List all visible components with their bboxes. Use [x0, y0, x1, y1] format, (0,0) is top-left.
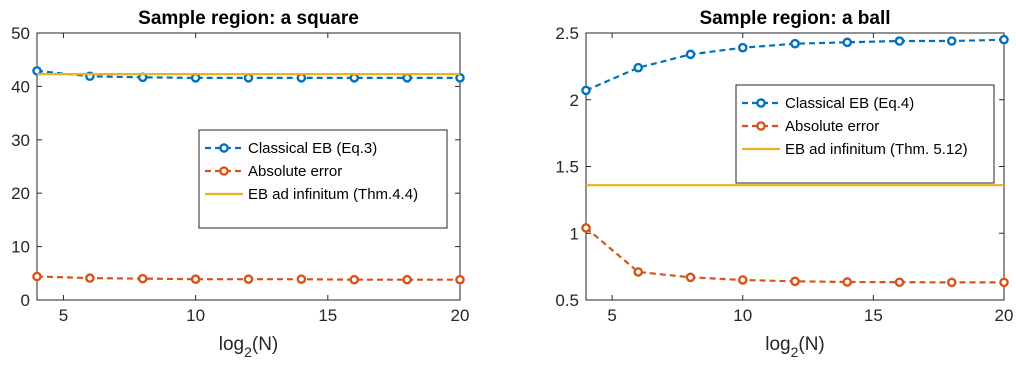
chart-title: Sample region: a ball	[699, 8, 890, 29]
y-tick-label: 20	[11, 184, 30, 203]
data-point	[894, 277, 905, 288]
y-tick-label: 1	[570, 224, 579, 243]
x-axis-label: log2(N)	[765, 334, 825, 360]
x-axis-label-main: log	[219, 334, 244, 355]
y-tick-label: 50	[11, 24, 30, 43]
legend-entry: EB ad infinitum (Thm.4.4)	[248, 186, 418, 203]
data-point	[842, 277, 853, 287]
data-point	[85, 273, 95, 283]
data-point	[32, 271, 42, 282]
legend-entry: Absolute error	[785, 118, 879, 135]
legend-swatch-marker	[756, 121, 766, 131]
x-tick-label: 10	[733, 306, 752, 325]
data-point	[633, 62, 644, 73]
x-axis-label-subscript: 2	[791, 344, 799, 360]
data-point	[685, 49, 696, 60]
legend-swatch-marker	[756, 98, 766, 108]
legend-entry: Classical EB (Eq.3)	[248, 140, 377, 157]
chart-title: Sample region: a square	[138, 8, 359, 29]
y-tick-label: 2.5	[555, 24, 579, 43]
data-point	[455, 73, 465, 83]
data-point	[999, 277, 1009, 288]
data-point	[455, 274, 465, 285]
y-tick-label: 40	[11, 77, 30, 96]
data-point	[296, 73, 307, 83]
data-point	[581, 85, 591, 96]
x-axis-label: log2(N)	[219, 334, 279, 360]
chart-2: 5 10 15 20 0.5 1 1.5 2 2.5 Sample region: a ball l…	[555, 8, 1013, 360]
data-point	[999, 34, 1009, 45]
x-tick-label: 5	[59, 306, 68, 325]
data-point	[790, 276, 800, 287]
x-tick-label: 15	[864, 306, 883, 325]
y-tick-label: 0.5	[555, 291, 579, 310]
x-tick-label: 10	[186, 306, 205, 325]
x-axis-label-subscript: 2	[244, 344, 252, 360]
legend: Classical EB (Eq.3) Absolute error EB ad i…	[198, 129, 448, 229]
data-point	[349, 73, 360, 83]
y-tick-label: 1.5	[555, 158, 579, 177]
x-tick-label: 20	[451, 306, 470, 325]
legend: Classical EB (Eq.4) Absolute error EB ad i…	[735, 84, 995, 184]
x-axis-label-tail: (N)	[252, 334, 278, 355]
x-tick-label: 15	[318, 306, 337, 325]
data-point	[402, 274, 412, 285]
data-point	[349, 274, 360, 285]
x-axis-label-main: log	[765, 334, 790, 355]
data-point	[633, 267, 644, 277]
legend-box	[198, 129, 448, 229]
data-point	[402, 73, 412, 83]
data-point	[190, 274, 201, 284]
data-point	[581, 223, 591, 233]
x-tick-label: 5	[607, 306, 616, 325]
data-point	[946, 36, 957, 46]
data-point	[790, 38, 800, 49]
legend-entry: EB ad infinitum (Thm. 5.12)	[785, 141, 968, 158]
x-tick-label: 20	[995, 306, 1014, 325]
legend-swatch-marker	[219, 143, 229, 153]
y-tick-label: 30	[11, 131, 30, 150]
legend-entry: Classical EB (Eq.4)	[785, 95, 914, 112]
data-point	[243, 274, 254, 284]
data-point	[137, 273, 148, 284]
data-point	[946, 277, 957, 288]
data-point	[737, 275, 748, 285]
data-point	[190, 73, 201, 83]
y-tick-label: 10	[11, 238, 30, 257]
data-point	[296, 274, 307, 284]
x-axis-label-tail: (N)	[798, 334, 824, 355]
y-tick-label: 2	[570, 91, 579, 110]
data-point	[737, 42, 748, 53]
data-point	[243, 73, 254, 83]
chart-1: 5 10 15 20 0 10 20 30 40 50 Sample region: a squar…	[11, 8, 469, 360]
data-point	[894, 36, 905, 46]
legend-entry: Absolute error	[248, 163, 342, 180]
legend-box	[735, 84, 995, 184]
y-tick-label: 0	[21, 291, 30, 310]
data-point	[685, 272, 696, 283]
data-point	[842, 37, 853, 48]
legend-swatch-marker	[219, 166, 229, 176]
